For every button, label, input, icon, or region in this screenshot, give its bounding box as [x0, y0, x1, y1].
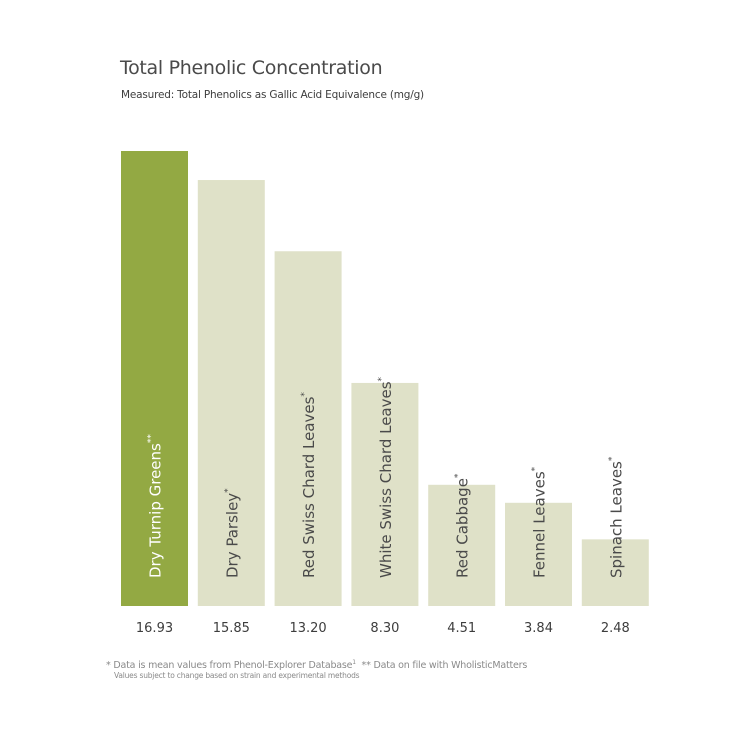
bar-white-swiss-chard-leaves	[351, 382, 419, 606]
category-label: Dry Turnip Greens**	[147, 434, 165, 578]
footnote-line-2: Values subject to change based on strain…	[114, 671, 360, 680]
value-label: 8.30	[370, 621, 399, 636]
category-label: Dry Parsley*	[223, 488, 241, 578]
bar-red-cabbage	[428, 484, 496, 606]
chart-subtitle: Measured: Total Phenolics as Gallic Acid…	[121, 89, 424, 101]
category-label: Fennel Leaves*	[531, 466, 549, 578]
chart-title: Total Phenolic Concentration	[120, 57, 383, 79]
value-label: 3.84	[524, 621, 553, 636]
category-label: White Swiss Chard Leaves*	[377, 376, 395, 578]
footnote-on-file: ** Data on file with WholisticMatters	[355, 660, 528, 672]
bar-dry-turnip-greens	[121, 151, 188, 606]
footnote-line-1: * Data is mean values from Phenol-Explor…	[106, 659, 527, 671]
bar-dry-parsley	[197, 180, 265, 607]
value-label: 4.51	[447, 621, 476, 636]
value-label: 13.20	[289, 621, 326, 636]
bar-fennel-leaves	[505, 502, 572, 606]
bar-spinach-leaves	[581, 539, 649, 606]
footnote-source: * Data is mean values from Phenol-Explor…	[106, 660, 353, 672]
value-label: 16.93	[136, 621, 173, 636]
category-label: Spinach Leaves*	[607, 456, 625, 578]
category-label: Red Cabbage*	[454, 473, 472, 578]
category-label: Red Swiss Chard Leaves*	[300, 392, 318, 578]
footnote-ref: 1	[352, 659, 356, 666]
bar-red-swiss-chard-leaves	[274, 251, 342, 607]
value-label: 15.85	[213, 621, 250, 636]
value-label: 2.48	[601, 621, 630, 636]
